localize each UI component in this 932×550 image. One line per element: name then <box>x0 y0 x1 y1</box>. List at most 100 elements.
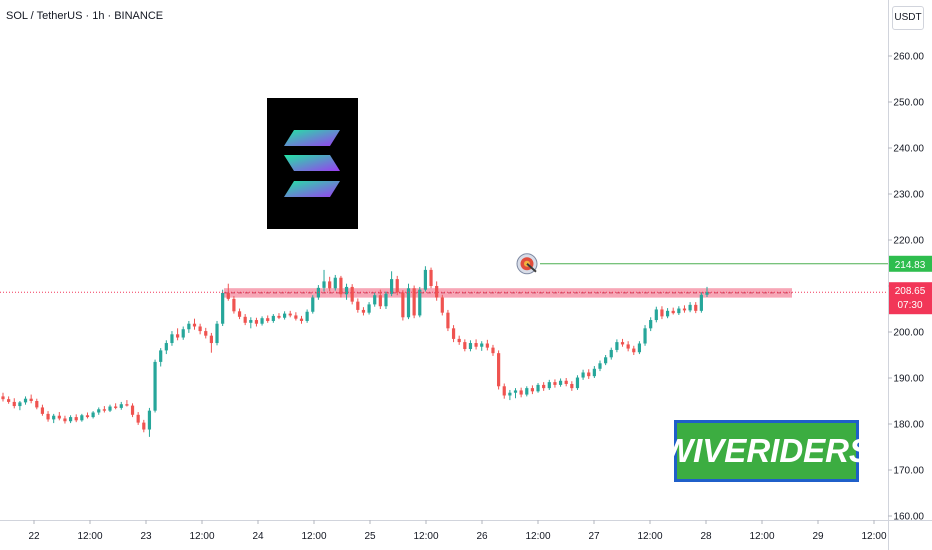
candle-body <box>254 320 259 324</box>
candle-body <box>63 418 67 422</box>
candle <box>232 296 236 314</box>
candle-body <box>705 292 709 295</box>
candle-body <box>299 318 304 321</box>
candle-body <box>598 363 602 369</box>
candle-body <box>344 286 349 295</box>
candle-body <box>108 406 112 411</box>
candle <box>260 316 264 326</box>
solana-bar-middle <box>284 155 340 171</box>
candle-body <box>401 292 405 318</box>
candle <box>581 369 585 380</box>
candle <box>97 407 101 415</box>
candle-body <box>587 372 591 377</box>
x-tick-label: 23 <box>140 531 152 542</box>
x-tick-label: 12:00 <box>637 531 662 542</box>
solana-bar-top <box>284 130 340 146</box>
candle <box>198 323 202 335</box>
candle-body <box>243 316 247 323</box>
candle <box>547 379 551 390</box>
x-tick-label: 27 <box>588 531 600 542</box>
watermark-text: WIVERIDERS <box>661 432 872 469</box>
candle <box>677 306 681 315</box>
candle <box>564 378 568 387</box>
candle <box>418 286 422 318</box>
candle <box>373 292 377 307</box>
candle-body <box>114 406 118 408</box>
candle <box>130 403 135 418</box>
candle-body <box>68 417 73 422</box>
candle-body <box>57 415 61 419</box>
candle <box>406 283 411 320</box>
candle <box>480 341 484 351</box>
candle-body <box>266 318 270 321</box>
candle <box>344 283 349 300</box>
candle <box>164 340 168 355</box>
y-tick-label: 170.00 <box>893 466 924 477</box>
y-tick-label: 250.00 <box>893 98 924 109</box>
candle <box>604 355 608 366</box>
candle <box>530 385 535 395</box>
candle-body <box>530 388 535 392</box>
wiveriders-watermark: WIVERIDERS <box>662 420 871 482</box>
candle <box>637 341 642 355</box>
candle-body <box>542 384 546 389</box>
candle-body <box>85 415 90 418</box>
candle <box>57 412 61 421</box>
candle <box>671 307 675 315</box>
candle-body <box>553 382 557 385</box>
candle-body <box>198 326 202 332</box>
candle-body <box>665 310 670 317</box>
candle <box>294 312 298 321</box>
x-tick-label: 22 <box>28 531 40 542</box>
candle <box>322 269 326 292</box>
x-tick-label: 26 <box>476 531 488 542</box>
candle-body <box>429 269 433 286</box>
candle <box>423 266 427 292</box>
candle <box>68 415 73 424</box>
candle-body <box>215 323 219 344</box>
candle <box>587 369 591 379</box>
candle-body <box>373 295 377 305</box>
candle-body <box>485 343 489 348</box>
candle <box>558 378 563 387</box>
candle-body <box>497 353 501 387</box>
price-badges: 214.83 208.65 07:30 <box>889 255 932 315</box>
candle-body <box>277 315 281 318</box>
candle <box>598 360 602 372</box>
candle <box>175 328 180 341</box>
candle <box>620 338 625 347</box>
candle <box>632 345 636 355</box>
candle-body <box>91 412 95 418</box>
candle-body <box>170 334 174 344</box>
candle-body <box>525 388 529 395</box>
candle <box>609 347 613 360</box>
candle-body <box>80 415 84 421</box>
candle <box>446 309 450 332</box>
solana-logo <box>267 98 358 229</box>
candle-body <box>671 310 675 314</box>
candle <box>694 302 698 314</box>
candle <box>575 375 580 390</box>
candle-body <box>153 361 157 411</box>
x-tick-label: 12:00 <box>413 531 438 542</box>
candle-body <box>288 313 292 316</box>
candle-body <box>52 415 56 420</box>
candle-body <box>339 277 343 295</box>
candle-body <box>620 342 625 345</box>
candle-body <box>187 323 191 330</box>
currency-button[interactable]: USDT <box>892 6 924 30</box>
candle-body <box>457 338 461 343</box>
y-tick-label: 260.00 <box>893 52 924 63</box>
candle-body <box>643 328 647 344</box>
current-price-badge <box>889 282 932 315</box>
candle <box>147 407 152 437</box>
candle <box>525 386 529 397</box>
candle-body <box>451 328 456 339</box>
candle <box>40 404 45 416</box>
candle-body <box>395 279 399 293</box>
candle <box>570 381 574 391</box>
x-tick-label: 12:00 <box>77 531 102 542</box>
candle <box>705 286 709 298</box>
candle <box>350 284 354 305</box>
